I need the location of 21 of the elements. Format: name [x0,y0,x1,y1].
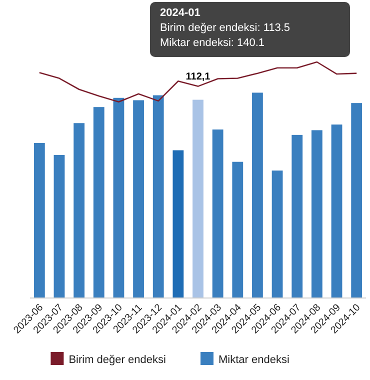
bar [351,103,362,298]
bar [54,154,65,298]
bar [152,95,164,298]
legend-label: Miktar endeksi [218,354,290,366]
bar [272,170,283,298]
bar [93,107,104,298]
bar [311,130,322,298]
bar [252,92,263,298]
legend-label: Birim değer endeksi [68,354,166,366]
bar [34,142,45,298]
bar [192,100,204,298]
bar [212,129,224,298]
bar [172,150,184,298]
tooltip: 2024-01 Birim değer endeksi: 113.5 Miktar endeksi: 140.1 [150,2,350,57]
bar [331,124,342,298]
bar [74,123,85,298]
bar [133,100,144,298]
bar [113,98,124,298]
annotation: 112,1 [186,71,211,82]
bar [232,162,244,298]
bar [292,134,303,298]
